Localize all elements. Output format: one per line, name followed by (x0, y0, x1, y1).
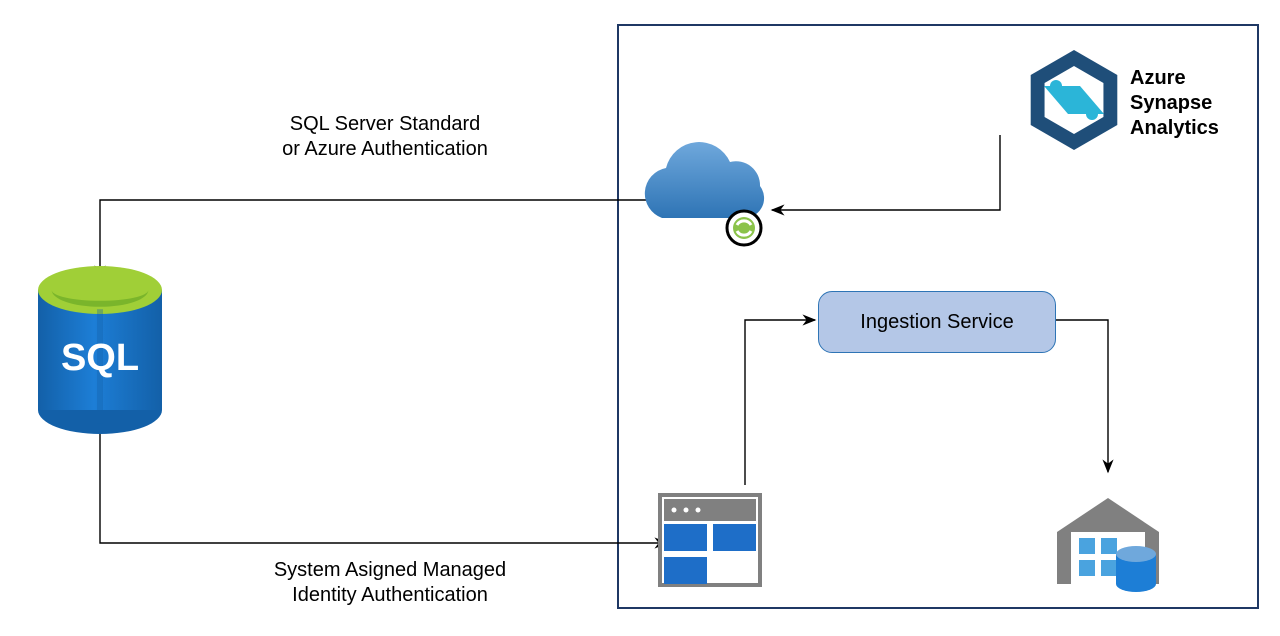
auth-label-bottom-line2: Identity Authentication (292, 584, 488, 606)
auth-label-top-line1: SQL Server Standard (290, 113, 480, 135)
azure-synapse-icon (1031, 50, 1118, 150)
data-warehouse-icon (1057, 498, 1159, 592)
edge-sql-to-table-bottom (100, 430, 667, 543)
auth-label-bottom-line1: System Asigned Managed (274, 559, 506, 581)
synapse-label: Azure Synapse Analytics (1130, 66, 1250, 141)
synapse-label-line2: Synapse (1130, 92, 1212, 114)
auth-label-top: SQL Server Standard or Azure Authenticat… (255, 112, 515, 162)
sql-label: SQL (61, 337, 139, 379)
sql-database-icon: SQL (38, 266, 162, 434)
ingestion-label: Ingestion Service (860, 311, 1013, 334)
synapse-label-line3: Analytics (1130, 117, 1219, 139)
edge-cloud-to-sql-top (100, 200, 660, 278)
synapse-label-line1: Azure (1130, 67, 1186, 89)
landing-zone-icon (660, 495, 760, 585)
edge-synapse-to-cloud (772, 135, 1000, 210)
ingestion-service-box: Ingestion Service (818, 291, 1056, 353)
diagram-canvas: SQL (0, 0, 1280, 636)
auth-label-bottom: System Asigned Managed Identity Authenti… (240, 558, 540, 608)
cloud-linked-service-icon (645, 142, 764, 245)
edge-table-to-ingestion (745, 320, 815, 485)
auth-label-top-line2: or Azure Authentication (282, 138, 488, 160)
edge-ingestion-to-warehouse (1056, 320, 1108, 472)
